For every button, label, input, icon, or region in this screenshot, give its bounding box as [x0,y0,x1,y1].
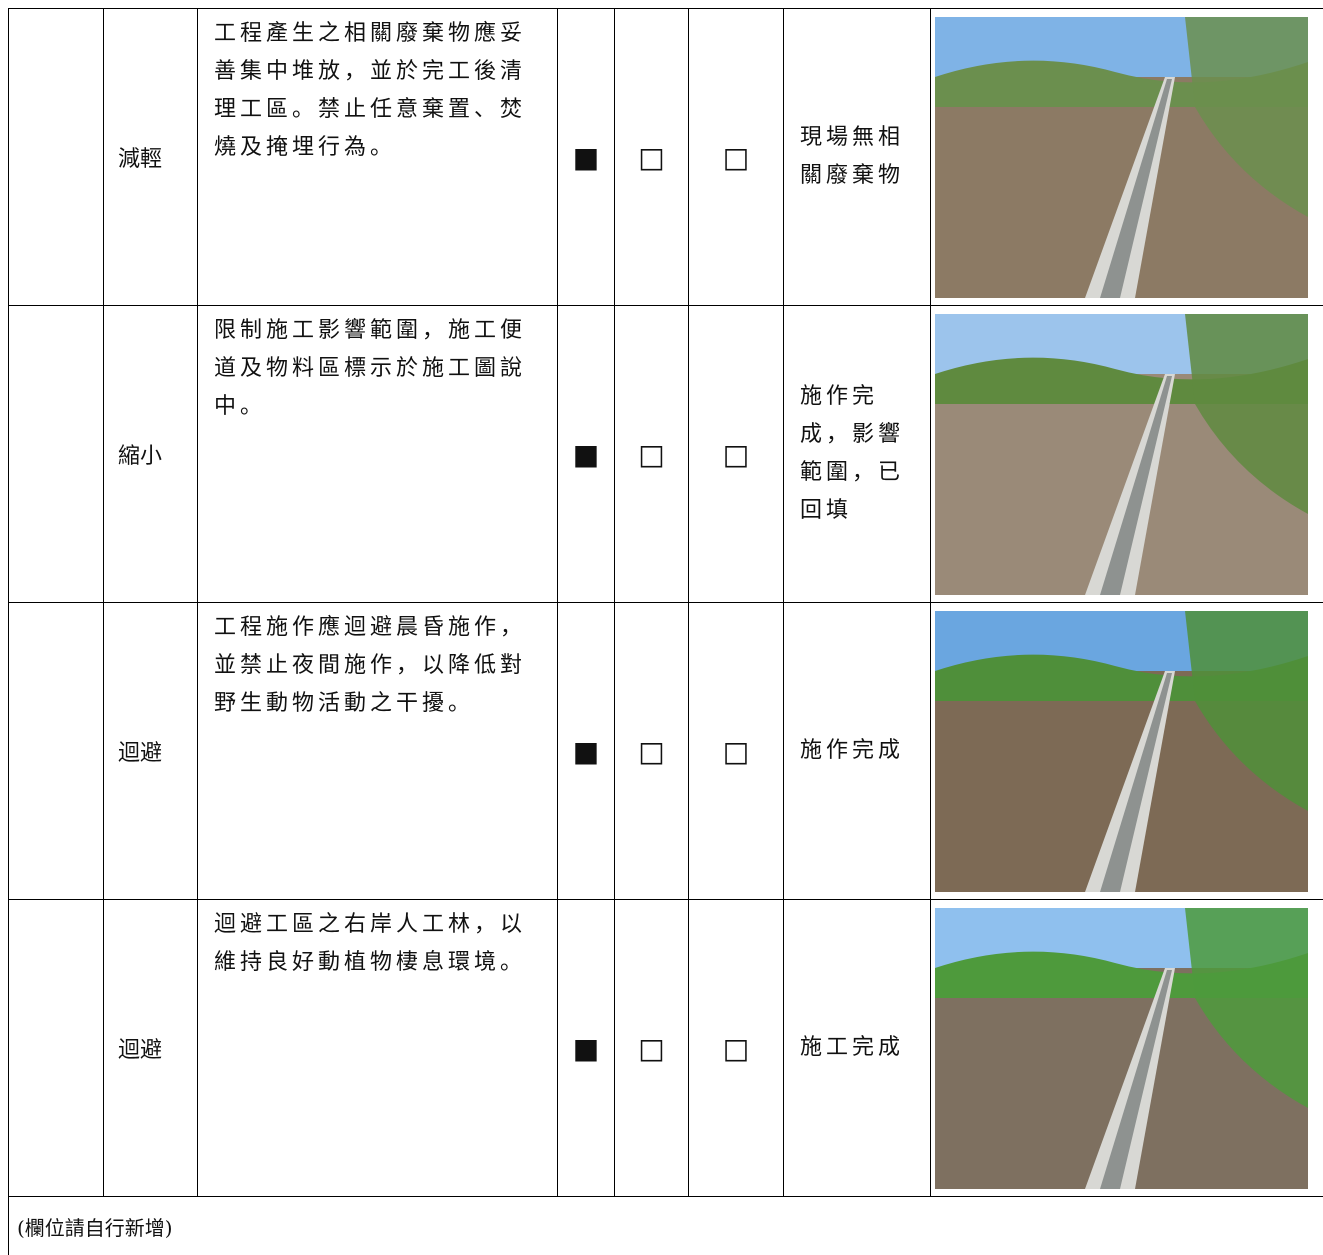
status-cell: 施工完成 [784,900,931,1197]
footer-row: (欄位請自行新增) [9,1197,1323,1255]
photo-cell [931,603,1323,900]
measure-cell: 工程施作應迴避晨昏施作，並禁止夜間施作，以降低對野生動物活動之干擾。 [198,603,558,900]
site-photo [935,908,1308,1189]
check-cell: □ [689,900,784,1197]
measure-cell: 工程產生之相關廢棄物應妥善集中堆放，並於完工後清理工區。禁止任意棄置、焚燒及掩埋… [198,9,558,306]
measure-cell: 迴避工區之右岸人工林，以維持良好動植物棲息環境。 [198,900,558,1197]
check-cell: □ [615,603,689,900]
empty-cell [9,900,104,1197]
empty-cell [9,306,104,603]
check-cell: □ [689,9,784,306]
check-cell: □ [689,603,784,900]
status-cell: 施作完成，影響範圍，已回填 [784,306,931,603]
site-photo [935,611,1308,892]
check-cell: □ [615,900,689,1197]
empty-cell [9,9,104,306]
status-cell: 現場無相關廢棄物 [784,9,931,306]
category-cell: 縮小 [104,306,198,603]
site-photo [935,314,1308,595]
photo-cell [931,9,1323,306]
empty-cell [9,603,104,900]
category-cell: 迴避 [104,900,198,1197]
category-cell: 迴避 [104,603,198,900]
table-row: 縮小限制施工影響範圍，施工便道及物料區標示於施工圖說中。■□□施作完成，影響範圍… [9,306,1323,603]
status-cell: 施作完成 [784,603,931,900]
table-row: 迴避工程施作應迴避晨昏施作，並禁止夜間施作，以降低對野生動物活動之干擾。■□□施… [9,603,1323,900]
category-cell: 減輕 [104,9,198,306]
photo-cell [931,306,1323,603]
photo-cell [931,900,1323,1197]
check-cell: ■ [558,9,615,306]
check-cell: ■ [558,603,615,900]
check-cell: ■ [558,900,615,1197]
table-row: 迴避迴避工區之右岸人工林，以維持良好動植物棲息環境。■□□施工完成 [9,900,1323,1197]
measure-cell: 限制施工影響範圍，施工便道及物料區標示於施工圖說中。 [198,306,558,603]
page: 減輕工程產生之相關廢棄物應妥善集中堆放，並於完工後清理工區。禁止任意棄置、焚燒及… [0,0,1323,1227]
check-cell: ■ [558,306,615,603]
check-cell: □ [615,306,689,603]
table-row: 減輕工程產生之相關廢棄物應妥善集中堆放，並於完工後清理工區。禁止任意棄置、焚燒及… [9,9,1323,306]
footer-note: (欄位請自行新增) [9,1197,1323,1255]
check-cell: □ [615,9,689,306]
measures-table: 減輕工程產生之相關廢棄物應妥善集中堆放，並於完工後清理工區。禁止任意棄置、焚燒及… [8,8,1323,1255]
check-cell: □ [689,306,784,603]
site-photo [935,17,1308,298]
